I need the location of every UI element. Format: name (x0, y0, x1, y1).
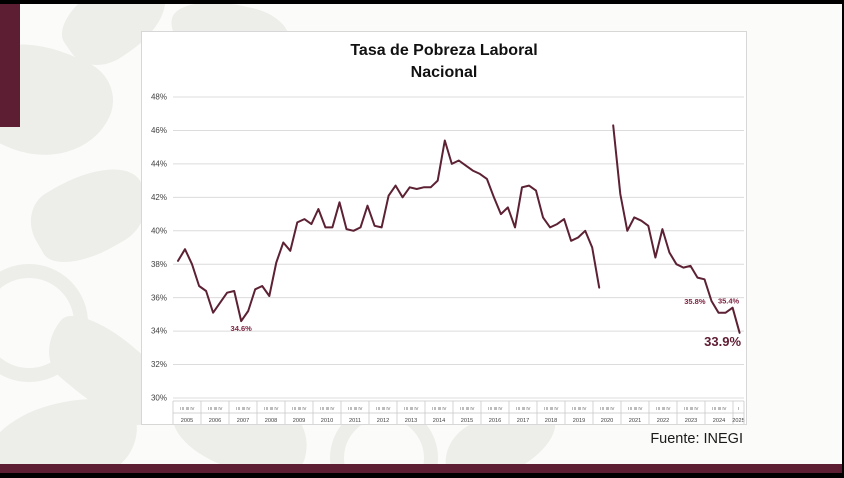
data-label: 34.6% (231, 324, 253, 333)
x-year-label: 2023 (685, 418, 697, 424)
y-tick-label: 48% (151, 93, 167, 102)
x-year-label: 2022 (657, 418, 669, 424)
x-quarter-labels: I II III IV (348, 406, 363, 411)
x-year-label: 2007 (237, 418, 249, 424)
y-tick-label: 34% (151, 327, 167, 336)
x-year-label: 2006 (209, 418, 221, 424)
x-quarter-labels: I II III IV (656, 406, 671, 411)
chart-title: Tasa de Pobreza Laboral Nacional (142, 40, 746, 84)
x-quarter-labels: I II III IV (208, 406, 223, 411)
x-quarter-labels: I II III IV (180, 406, 195, 411)
x-year-label: 2021 (629, 418, 641, 424)
y-tick-label: 44% (151, 159, 167, 168)
x-year-label: 2025 (732, 418, 744, 424)
x-quarter-labels: I II III IV (292, 406, 307, 411)
poverty-rate-chart: 48% 46% 44% 42% 40% 38% 36% 34% 32% 30% I II III I… (151, 93, 745, 424)
x-year-label: 2010 (321, 418, 333, 424)
x-year-label: 2005 (181, 418, 193, 424)
y-tick-label: 30% (151, 394, 167, 403)
x-year-label: 2019 (573, 418, 585, 424)
x-year-label: 2011 (349, 418, 361, 424)
x-year-label: 2020 (601, 418, 613, 424)
x-quarter-labels: I II III IV (376, 406, 391, 411)
x-quarter-labels: I II III IV (628, 406, 643, 411)
x-year-label: 2017 (517, 418, 529, 424)
x-year-label: 2009 (293, 418, 305, 424)
chart-title-line1: Tasa de Pobreza Laboral (350, 42, 538, 59)
chart-title-line2: Nacional (410, 64, 478, 81)
x-quarter-labels: I (738, 406, 739, 411)
x-quarter-labels: I II III IV (712, 406, 727, 411)
x-quarter-labels: I II III IV (432, 406, 447, 411)
x-year-label: 2024 (713, 418, 725, 424)
y-tick-label: 38% (151, 260, 167, 269)
source-note: Fuente: INEGI (650, 431, 743, 447)
x-quarter-labels: I II III IV (460, 406, 475, 411)
data-label: 35.4% (718, 297, 740, 306)
data-label: 35.8% (684, 297, 706, 306)
x-quarter-labels: I II III IV (320, 406, 335, 411)
x-quarter-labels: I II III IV (236, 406, 251, 411)
x-year-label: 2008 (265, 418, 277, 424)
y-tick-label: 36% (151, 293, 167, 302)
x-quarter-labels: I II III IV (684, 406, 699, 411)
x-year-label: 2012 (377, 418, 389, 424)
poverty-rate-line (177, 124, 741, 334)
x-year-label: 2016 (489, 418, 501, 424)
x-quarter-labels: I II III IV (600, 406, 615, 411)
x-quarter-labels: I II III IV (404, 406, 419, 411)
x-year-label: 2015 (461, 418, 473, 424)
x-quarter-labels: I II III IV (544, 406, 559, 411)
chart-panel: Tasa de Pobreza Laboral Nacional 48% 46% 4… (141, 31, 747, 425)
y-tick-label: 32% (151, 360, 167, 369)
x-quarter-labels: I II III IV (516, 406, 531, 411)
x-year-label: 2013 (405, 418, 417, 424)
y-tick-label: 40% (151, 226, 167, 235)
x-year-label: 2014 (433, 418, 445, 424)
accent-corner-bar (0, 4, 20, 127)
slide-background: Tasa de Pobreza Laboral Nacional 48% 46% 4… (0, 4, 842, 473)
x-quarter-labels: I II III IV (572, 406, 587, 411)
accent-bottom-bar (0, 464, 842, 473)
x-year-label: 2018 (545, 418, 557, 424)
x-quarter-labels: I II III IV (488, 406, 503, 411)
y-tick-label: 42% (151, 193, 167, 202)
x-quarter-labels: I II III IV (264, 406, 279, 411)
data-label: 33.9% (704, 334, 741, 349)
y-tick-label: 46% (151, 126, 167, 135)
